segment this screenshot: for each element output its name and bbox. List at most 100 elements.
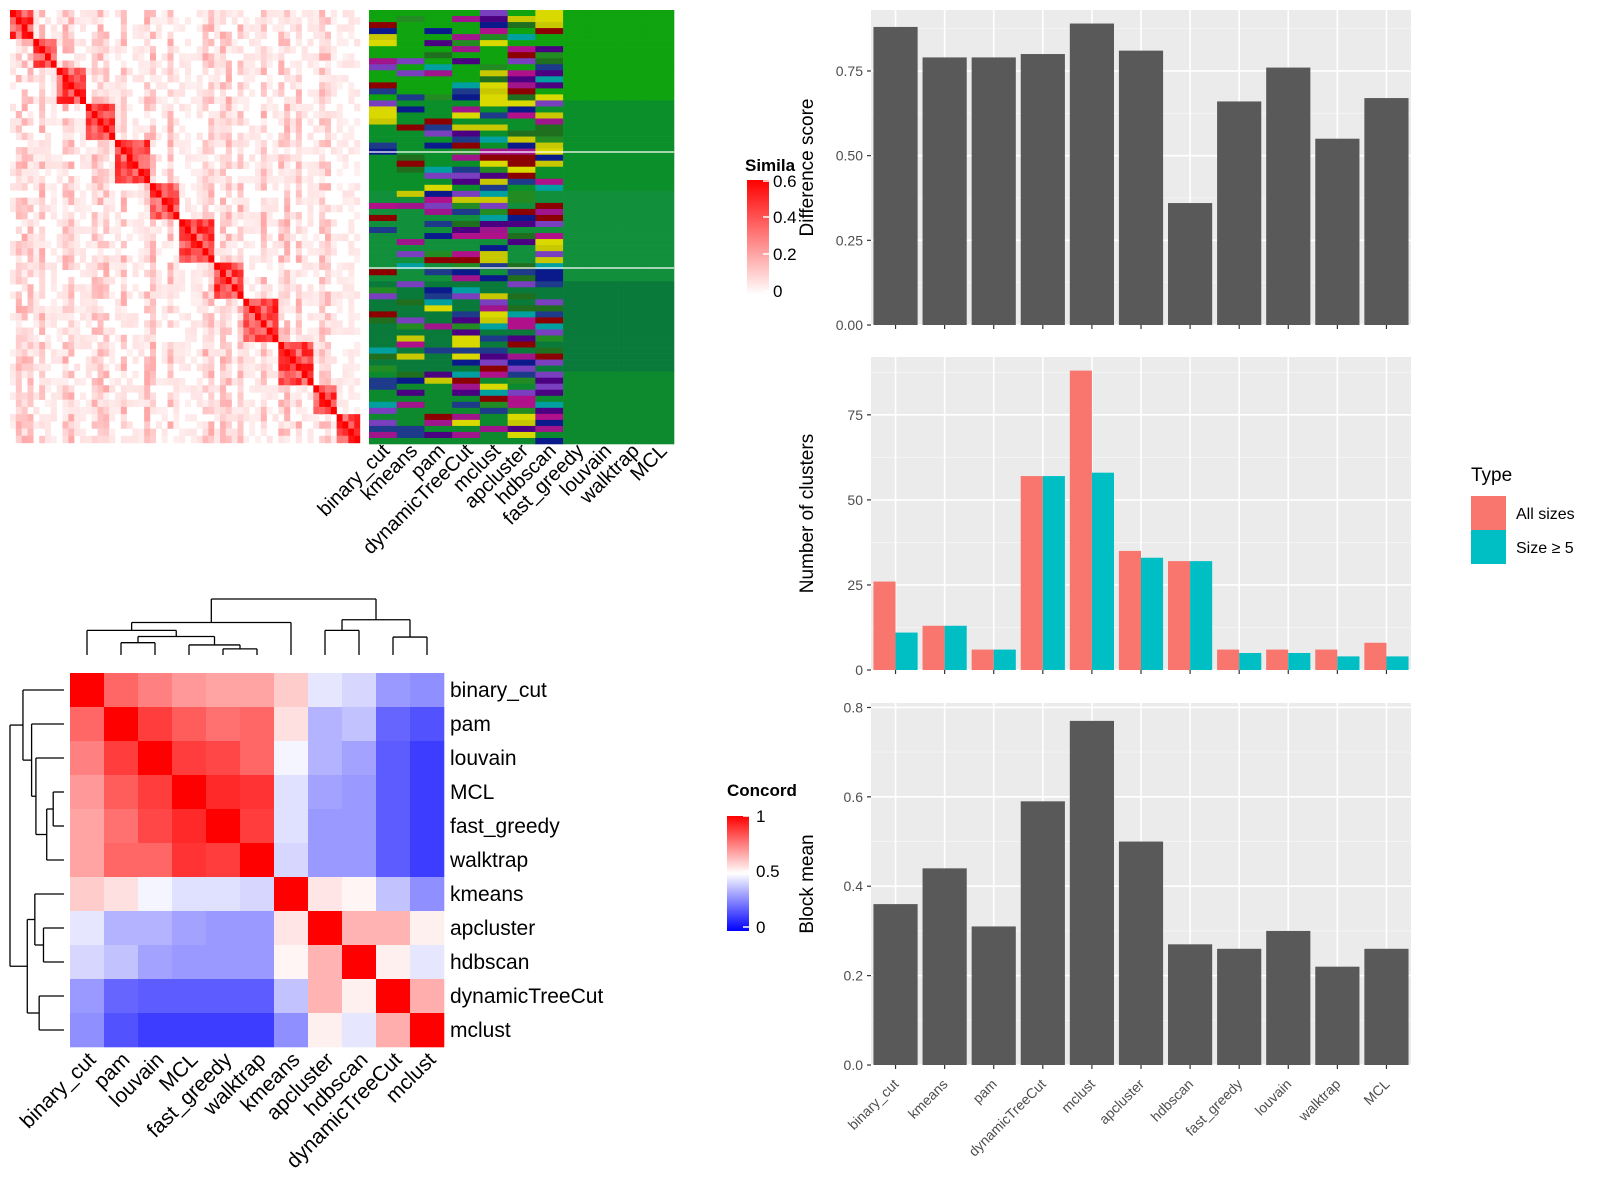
similarity-cell <box>307 10 314 18</box>
similarity-cell <box>109 89 116 97</box>
similarity-cell <box>336 277 343 285</box>
similarity-cell <box>348 313 355 321</box>
assignment-cell <box>424 239 453 246</box>
similarity-cell <box>33 269 40 278</box>
x-tick-label: MCL <box>1360 1076 1392 1108</box>
similarity-cell <box>348 17 355 25</box>
similarity-cell <box>330 240 337 249</box>
similarity-cell <box>295 103 302 112</box>
similarity-cell <box>278 421 285 429</box>
assignment-cell <box>452 335 481 342</box>
similarity-cell <box>167 197 174 206</box>
similarity-cell <box>249 313 256 321</box>
similarity-cell <box>336 421 343 429</box>
assignment-cell <box>646 52 675 59</box>
similarity-cell <box>45 414 52 422</box>
similarity-cell <box>260 298 267 307</box>
similarity-cell <box>325 67 332 76</box>
similarity-cell <box>313 24 320 32</box>
similarity-cell <box>208 10 215 18</box>
similarity-cell <box>85 313 92 321</box>
similarity-cell <box>109 356 116 364</box>
similarity-cell <box>97 46 104 54</box>
similarity-cell <box>202 154 209 162</box>
similarity-cell <box>220 168 227 177</box>
similarity-cell <box>272 10 279 18</box>
similarity-cell <box>132 46 139 54</box>
assignment-cell <box>646 341 675 348</box>
assignment-cell <box>452 16 481 23</box>
concordance-cell <box>410 809 445 844</box>
assignment-cell <box>618 118 647 125</box>
similarity-cell <box>295 356 302 364</box>
similarity-cell <box>138 291 145 299</box>
assignment-cell <box>369 172 398 180</box>
assignment-cell <box>590 401 619 409</box>
similarity-cell <box>56 291 63 299</box>
similarity-cell <box>266 255 273 263</box>
similarity-cell <box>313 385 320 393</box>
assignment-cell <box>369 305 398 312</box>
similarity-cell <box>132 428 139 436</box>
similarity-cell <box>15 240 22 249</box>
similarity-cell <box>120 197 127 206</box>
similarity-cell <box>278 327 285 335</box>
similarity-cell <box>103 428 110 436</box>
similarity-cell <box>167 168 174 177</box>
similarity-legend-tick-label: 0.6 <box>773 172 797 191</box>
similarity-cell <box>330 111 337 119</box>
similarity-cell <box>97 82 104 90</box>
assignment-cell <box>535 94 564 101</box>
similarity-cell <box>354 349 361 357</box>
similarity-cell <box>185 139 192 148</box>
similarity-cell <box>266 435 273 444</box>
similarity-cell <box>80 313 87 321</box>
similarity-cell <box>50 392 57 400</box>
similarity-cell <box>15 349 22 357</box>
concordance-cell <box>240 843 275 878</box>
assignment-cell <box>396 341 425 348</box>
similarity-cell <box>15 10 22 18</box>
similarity-cell <box>237 96 244 105</box>
assignment-cell <box>646 425 675 433</box>
similarity-cell <box>167 305 174 314</box>
similarity-cell <box>190 320 197 328</box>
assignment-cell <box>452 64 481 71</box>
similarity-cell <box>348 31 355 40</box>
similarity-cell <box>45 147 52 155</box>
similarity-cell <box>260 421 267 429</box>
similarity-cell <box>220 341 227 350</box>
similarity-cell <box>284 111 291 119</box>
similarity-cell <box>214 132 221 141</box>
similarity-cell <box>330 248 337 256</box>
similarity-cell <box>295 334 302 343</box>
assignment-cell <box>452 172 481 180</box>
similarity-cell <box>272 248 279 256</box>
similarity-cell <box>278 38 285 47</box>
similarity-cell <box>39 147 46 155</box>
similarity-cell <box>33 17 40 25</box>
similarity-cell <box>307 17 314 25</box>
assignment-cell <box>452 136 481 143</box>
similarity-cell <box>342 421 349 429</box>
similarity-cell <box>126 139 133 148</box>
assignment-cell <box>618 106 647 113</box>
similarity-cell <box>33 139 40 148</box>
similarity-cell <box>173 46 180 54</box>
similarity-cell <box>91 406 98 415</box>
similarity-cell <box>260 240 267 249</box>
similarity-cell <box>173 24 180 32</box>
assignment-cell <box>396 311 425 318</box>
assignment-cell <box>452 106 481 113</box>
similarity-cell <box>62 197 69 206</box>
column-dendrogram <box>86 598 428 655</box>
assignment-cell <box>590 160 619 168</box>
similarity-cell <box>272 53 279 61</box>
similarity-cell <box>231 46 238 54</box>
similarity-cell <box>185 38 192 47</box>
similarity-cell <box>237 147 244 155</box>
assignment-cell <box>452 184 481 192</box>
similarity-cell <box>196 197 203 206</box>
similarity-cell <box>225 399 232 408</box>
similarity-cell <box>138 31 145 40</box>
